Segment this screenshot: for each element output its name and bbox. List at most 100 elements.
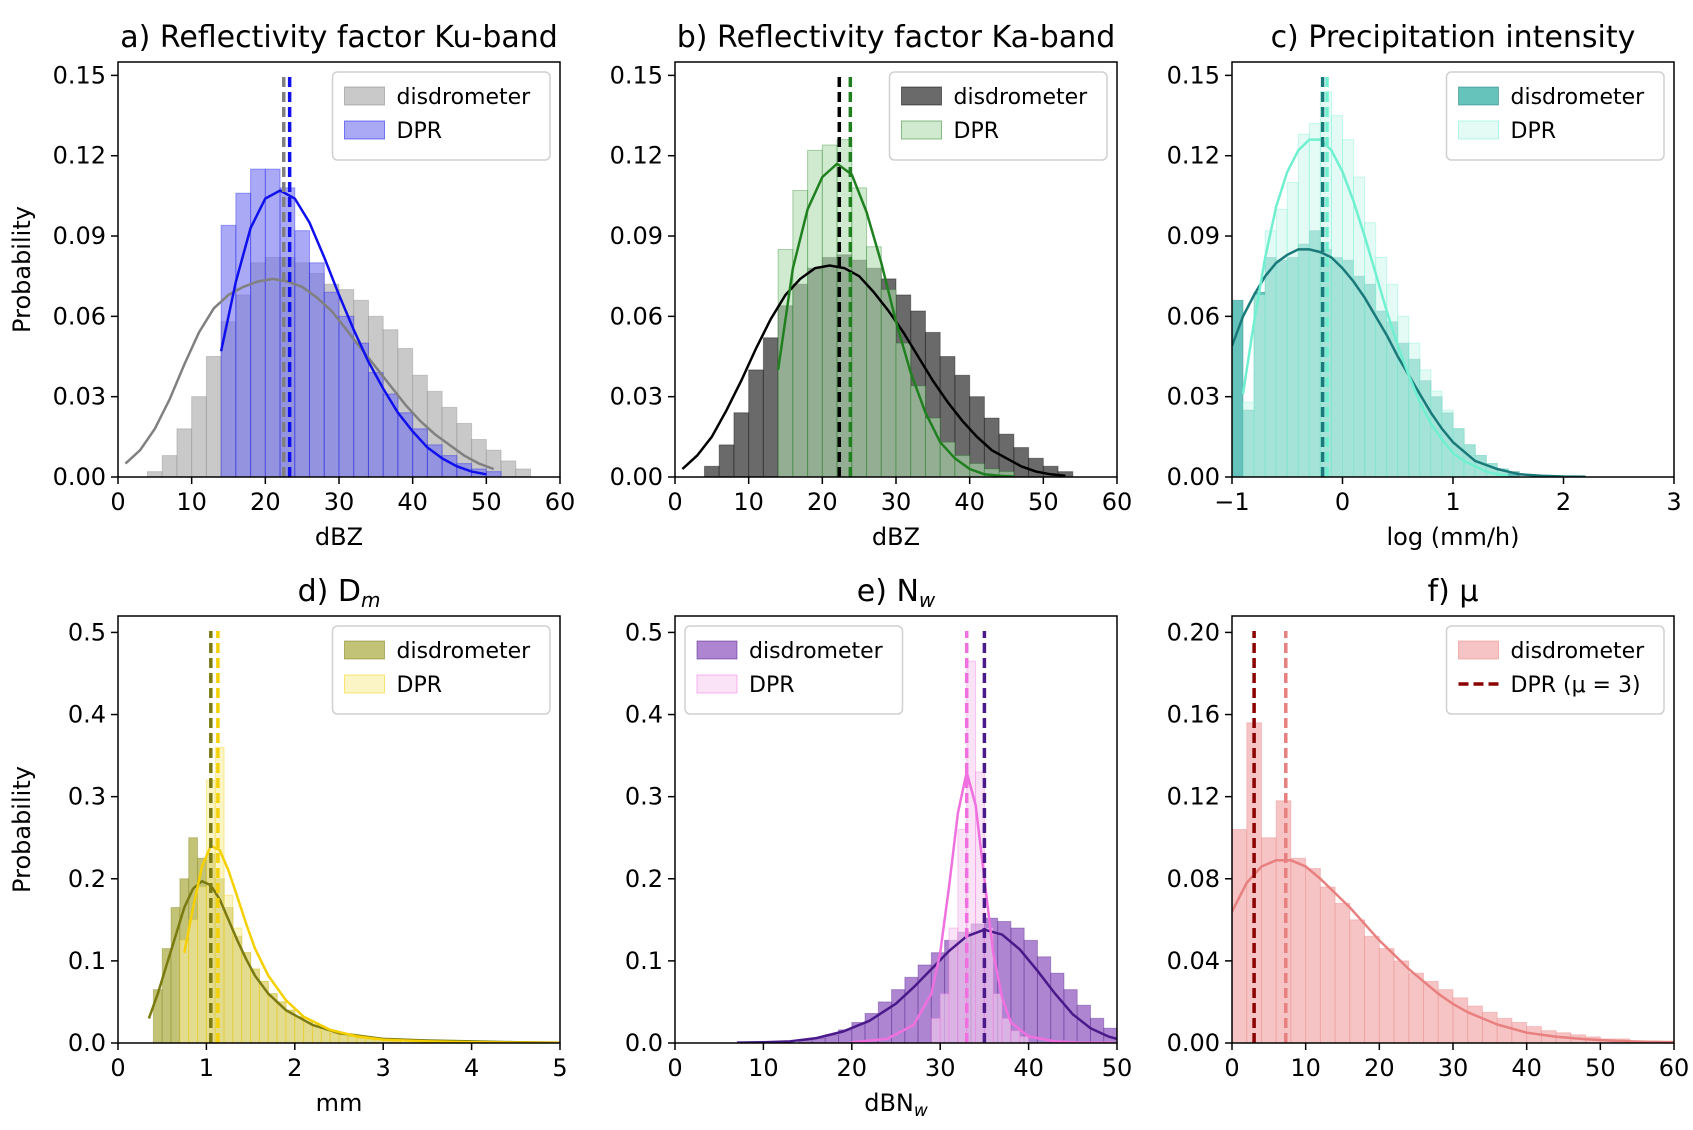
legend-box (331, 71, 551, 161)
x-tick-label: 30 (881, 488, 912, 516)
histogram-bar (1010, 927, 1025, 1043)
histogram-bar (353, 342, 369, 477)
histogram-bar (323, 291, 340, 477)
x-tick-label: 30 (324, 488, 355, 516)
histogram-bar (485, 471, 502, 477)
y-tick-label: 0.3 (68, 783, 106, 811)
histogram-bar (188, 919, 199, 1043)
series-disdrometer-bars (1232, 722, 1674, 1043)
y-tick-label: 0.06 (1167, 302, 1220, 330)
legend: disdrometer DPR (331, 625, 551, 715)
legend-label: DPR (397, 673, 443, 698)
histogram-bar (515, 468, 532, 477)
x-tick-label: 4 (464, 1054, 479, 1082)
panel-4: 0 1 2 3 4 5 0.0 0.1 0.2 0.3 0.4 0.5 d) Dm mm Probabili… (8, 574, 568, 1117)
y-tick-label: 0.06 (610, 302, 663, 330)
legend-swatch (1458, 640, 1499, 660)
plot-area (681, 76, 1074, 477)
x-tick-label: 0 (1335, 488, 1350, 516)
y-tick-label: 0.09 (53, 222, 106, 250)
legend-swatch (1458, 120, 1499, 140)
legend-box (888, 71, 1108, 161)
y-tick-label: 0.09 (610, 222, 663, 250)
x-axis-label: dBNw (864, 1089, 928, 1121)
histogram-bar (1019, 1035, 1030, 1043)
histogram-bar (1364, 222, 1377, 477)
histogram-bar (500, 460, 517, 477)
histogram-bar (1290, 857, 1307, 1043)
histogram-bar (294, 230, 311, 477)
x-tick-label: 40 (1013, 1054, 1044, 1082)
histogram-bar (1297, 133, 1310, 477)
x-tick-label: 1 (199, 1054, 214, 1082)
legend-label: DPR (1511, 119, 1557, 144)
histogram-bar (992, 993, 1003, 1043)
histogram-bar (1232, 299, 1244, 477)
y-tick-label: 0.12 (1167, 142, 1220, 170)
histogram-bar (1010, 1030, 1021, 1043)
x-axis-label: dBZ (315, 523, 363, 551)
legend-label: DPR (μ = 3) (1511, 673, 1641, 698)
histogram-bar (851, 187, 868, 477)
legend-box (1445, 625, 1665, 715)
y-tick-label: 0.5 (68, 618, 106, 646)
histogram-bar (1393, 960, 1410, 1043)
y-tick-label: 0.08 (1167, 865, 1220, 893)
x-tick-label: 10 (176, 488, 207, 516)
histogram-bar (1349, 919, 1366, 1043)
histogram-bar (1242, 401, 1255, 477)
histogram-bar (176, 428, 193, 477)
y-tick-label: 0.12 (610, 142, 663, 170)
legend-swatch (344, 86, 385, 106)
x-axis-label: mm (316, 1089, 363, 1117)
kde-curve (851, 771, 1117, 1043)
panel-title: e) Nw (857, 574, 936, 612)
y-tick-label: 0.3 (625, 783, 663, 811)
legend-label: disdrometer (397, 639, 532, 664)
histogram-bar (733, 412, 750, 477)
histogram-bar (1305, 868, 1321, 1043)
y-tick-label: 0.00 (610, 463, 663, 491)
legend-swatch (1458, 86, 1499, 106)
legend-label: disdrometer (397, 85, 532, 110)
histogram-bar (241, 952, 252, 1043)
histogram-bar (1441, 409, 1454, 477)
legend: disdrometer DPR (1445, 71, 1665, 161)
legend-box (331, 625, 551, 715)
y-tick-label: 0.03 (53, 383, 106, 411)
x-tick-label: 40 (954, 488, 985, 516)
y-tick-label: 0.15 (53, 61, 106, 89)
y-tick-label: 0.09 (1167, 222, 1220, 250)
histogram-bar (264, 168, 281, 477)
histogram-bar (382, 393, 399, 477)
x-tick-label: 40 (1511, 1054, 1542, 1082)
y-tick-label: 0.20 (1167, 618, 1220, 646)
histogram-bar (748, 369, 764, 477)
x-tick-label: 50 (1028, 488, 1059, 516)
histogram-bar (1028, 457, 1044, 477)
plot-area (736, 630, 1117, 1043)
histogram-bar (197, 886, 207, 1043)
legend-swatch (344, 674, 385, 694)
legend: disdrometer DPR (331, 71, 551, 161)
kde-curve (124, 277, 495, 471)
histogram-bar (1364, 935, 1380, 1043)
kde-curve (776, 162, 1014, 477)
histogram-bar (1275, 208, 1288, 477)
y-tick-label: 0.04 (1167, 947, 1220, 975)
histogram-bar (1378, 948, 1395, 1043)
histogram-bar (930, 1017, 941, 1043)
histogram-bar (1253, 294, 1266, 477)
histogram-bar (807, 149, 823, 477)
histogram-bar (338, 315, 355, 477)
histogram-bar (320, 1029, 331, 1043)
kde-curve (1232, 248, 1586, 477)
plot-area (147, 630, 560, 1043)
histogram-bar (1419, 369, 1432, 477)
histogram-bar (161, 455, 178, 477)
kde-curve (219, 189, 487, 476)
y-tick-label: 0.4 (625, 701, 663, 729)
y-tick-label: 0.15 (1167, 61, 1220, 89)
histogram-bar (998, 471, 1015, 477)
